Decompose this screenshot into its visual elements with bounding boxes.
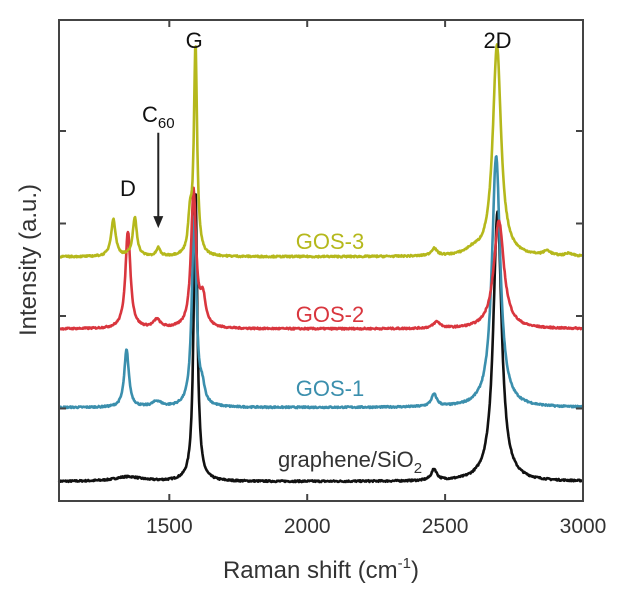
annotation-2d-peak: 2D	[483, 28, 511, 53]
annotation-c60: C60	[142, 102, 175, 132]
x-axis-title-superscript: -1	[398, 555, 411, 572]
series-line-gos-2	[58, 186, 584, 331]
annotation-c60-subscript: 60	[158, 115, 175, 132]
x-axis-title-suffix: )	[411, 557, 419, 584]
annotation-c60-main: C	[142, 102, 158, 127]
series-label-gos-3: GOS-3	[296, 229, 364, 254]
annotation-g-peak: G	[186, 28, 203, 53]
c60-arrow	[153, 132, 164, 229]
series-label-graphene: graphene/SiO2	[278, 447, 422, 477]
series-label-gos-2: GOS-2	[296, 302, 364, 327]
x-tick-label: 2000	[284, 515, 331, 538]
y-axis-title: Intensity (a.u.)	[15, 184, 42, 336]
series-label-graphene-subscript: 2	[414, 460, 422, 477]
series-line-gos-3	[58, 43, 585, 259]
annotation-d-peak: D	[120, 176, 136, 201]
series-label-gos-1: GOS-1	[296, 376, 364, 401]
series-label-graphene-main: graphene/SiO	[278, 447, 414, 472]
x-tick-label: 2500	[422, 515, 469, 538]
series-line-gos-1	[58, 155, 585, 410]
tick-layer	[59, 20, 583, 501]
x-axis-title: Raman shift (cm-1)	[223, 555, 419, 584]
plot-frame	[58, 19, 584, 502]
x-tick-label: 3000	[560, 515, 607, 538]
x-axis-title-main: Raman shift (cm	[223, 557, 398, 584]
arrow-head	[153, 216, 164, 229]
series-layer	[57, 43, 585, 484]
x-tick-label: 1500	[146, 515, 193, 538]
